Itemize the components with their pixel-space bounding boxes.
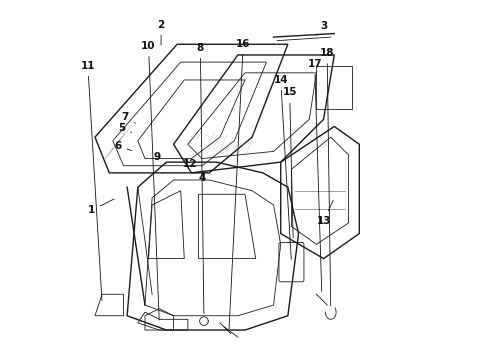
Text: 18: 18 <box>320 48 334 306</box>
Text: 12: 12 <box>182 159 197 169</box>
Text: 9: 9 <box>154 152 167 164</box>
Text: 17: 17 <box>307 59 322 292</box>
Text: 7: 7 <box>122 112 135 123</box>
Text: 1: 1 <box>88 199 114 215</box>
Text: 5: 5 <box>118 123 132 133</box>
Text: 8: 8 <box>196 43 204 314</box>
Text: 4: 4 <box>198 173 206 183</box>
Text: 11: 11 <box>80 61 102 301</box>
Text: 6: 6 <box>115 141 132 151</box>
Text: 10: 10 <box>141 41 159 320</box>
Text: 14: 14 <box>273 75 291 260</box>
Text: 15: 15 <box>282 87 297 238</box>
Text: 13: 13 <box>317 201 333 226</box>
Text: 2: 2 <box>157 19 165 45</box>
Text: 3: 3 <box>317 21 327 35</box>
Text: 16: 16 <box>229 39 250 329</box>
